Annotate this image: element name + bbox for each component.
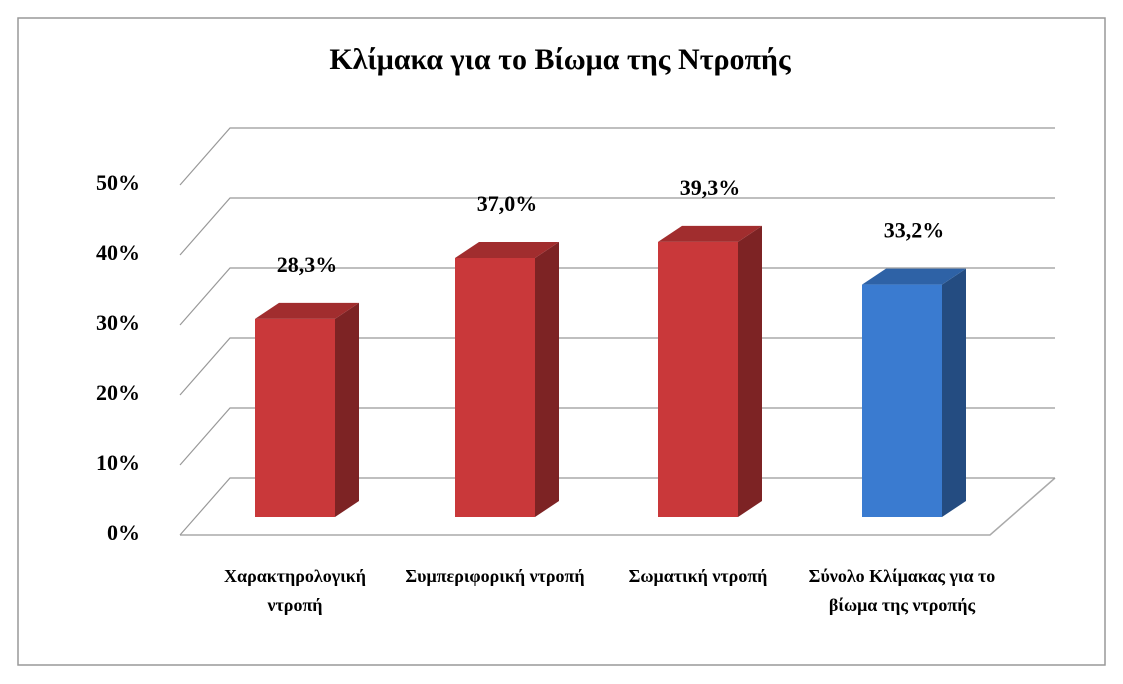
bar <box>255 318 335 517</box>
x-tick-label: Σωματική ντροπή <box>628 566 768 586</box>
y-tick-label: 20% <box>96 380 140 405</box>
value-label: 28,3% <box>277 252 338 277</box>
grid-line <box>179 407 1055 466</box>
bar-top <box>455 242 559 258</box>
y-tick-label: 40% <box>96 240 140 265</box>
x-tick-label: Σύνολο Κλίμακας για το βίωμα της ντροπής <box>808 566 996 615</box>
chart-title: Κλίμακα για το Βίωμα της Ντροπής <box>329 43 791 76</box>
bar <box>658 241 738 517</box>
grid-line <box>179 267 1055 326</box>
value-label: 33,2% <box>884 218 945 243</box>
x-tick-label: Χαρακτηρολογική ντροπή <box>224 566 366 615</box>
bar-side <box>942 268 966 517</box>
y-tick-label: 30% <box>96 310 140 335</box>
grid-line <box>179 337 1055 396</box>
bar-top <box>862 268 966 285</box>
y-tick-label: 50% <box>96 170 140 195</box>
value-label: 37,0% <box>477 191 538 216</box>
bar-side <box>535 242 559 517</box>
bar <box>455 258 535 517</box>
x-tick-label: Συμπεριφορική ντροπή <box>405 566 585 586</box>
y-tick-label: 0% <box>107 520 140 545</box>
floor <box>180 477 1056 536</box>
bar <box>862 284 942 517</box>
bar-top <box>658 225 762 242</box>
grid-line <box>179 127 1055 186</box>
grid-line <box>179 477 1055 536</box>
y-tick-label: 10% <box>96 450 140 475</box>
bar-side <box>335 302 359 517</box>
value-label: 39,3% <box>680 175 741 200</box>
bar-top <box>255 302 359 319</box>
bar-side <box>738 225 762 517</box>
grid-line <box>179 197 1055 256</box>
